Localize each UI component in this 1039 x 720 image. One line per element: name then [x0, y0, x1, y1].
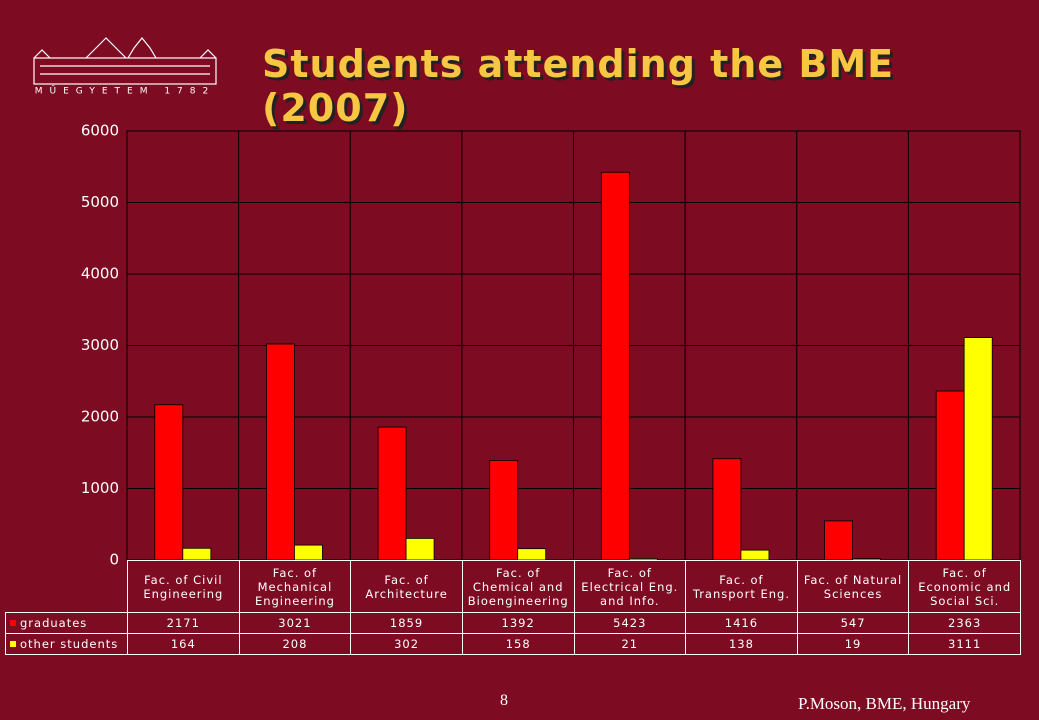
table-value: 1392 [461, 612, 575, 634]
y-tick-label: 5000 [81, 193, 119, 211]
bar [824, 520, 853, 561]
bar [182, 547, 212, 561]
legend-label: other students [20, 637, 119, 651]
table-value: 2363 [908, 612, 1021, 634]
y-tick-label: 0 [109, 551, 119, 569]
bar [489, 460, 519, 561]
bar [935, 390, 965, 561]
x-tick-label: Fac. of Economic and Social Sci. [908, 560, 1021, 613]
bar [712, 458, 742, 561]
table-value: 158 [461, 633, 575, 655]
table-value: 547 [796, 612, 910, 634]
y-tick-label: 3000 [81, 336, 119, 354]
x-tick-label: Fac. of Chemical and Bioengineering [461, 560, 575, 613]
bar [294, 544, 323, 561]
table-value: 208 [238, 633, 352, 655]
bar [517, 548, 547, 561]
y-tick-label: 6000 [81, 122, 119, 140]
bar [600, 171, 630, 561]
x-tick-label: Fac. of Mechanical Engineering [238, 560, 352, 613]
y-tick-label: 4000 [81, 265, 119, 283]
table-value: 2171 [127, 612, 240, 634]
bar [628, 558, 658, 561]
legend-entry: graduates [5, 612, 128, 634]
legend-label: graduates [20, 616, 88, 630]
table-value: 3111 [908, 633, 1021, 655]
legend-entry: other students [5, 633, 128, 655]
bar [852, 558, 881, 561]
table-value: 1859 [350, 612, 463, 634]
legend-swatch [10, 620, 16, 626]
bar [377, 426, 407, 561]
x-tick-label: Fac. of Civil Engineering [127, 560, 240, 613]
x-tick-label: Fac. of Natural Sciences [796, 560, 910, 613]
table-value: 3021 [238, 612, 352, 634]
x-tick-label: Fac. of Transport Eng. [685, 560, 798, 613]
table-value: 21 [573, 633, 687, 655]
logo-text: MŰEGYETEM 1782 [35, 86, 215, 97]
y-tick-label: 2000 [81, 408, 119, 426]
bar [740, 549, 770, 561]
table-value: 5423 [573, 612, 687, 634]
bar [963, 337, 993, 561]
page-number: 8 [500, 692, 508, 709]
table-value: 302 [350, 633, 463, 655]
logo: MŰEGYETEM 1782 [33, 37, 217, 97]
bar [266, 343, 295, 561]
legend-swatch [10, 641, 16, 647]
table-value: 1416 [685, 612, 798, 634]
bar [405, 538, 435, 561]
table-value: 138 [685, 633, 798, 655]
table-value: 19 [796, 633, 910, 655]
x-tick-label: Fac. of Electrical Eng. and Info. [573, 560, 687, 613]
chart-title: Students attending the BME (2007) [262, 42, 895, 130]
bar [154, 404, 184, 561]
y-tick-label: 1000 [81, 479, 119, 497]
table-value: 164 [127, 633, 240, 655]
footer: P.Moson, BME, Hungary [798, 694, 971, 713]
x-tick-label: Fac. of Architecture [350, 560, 463, 613]
